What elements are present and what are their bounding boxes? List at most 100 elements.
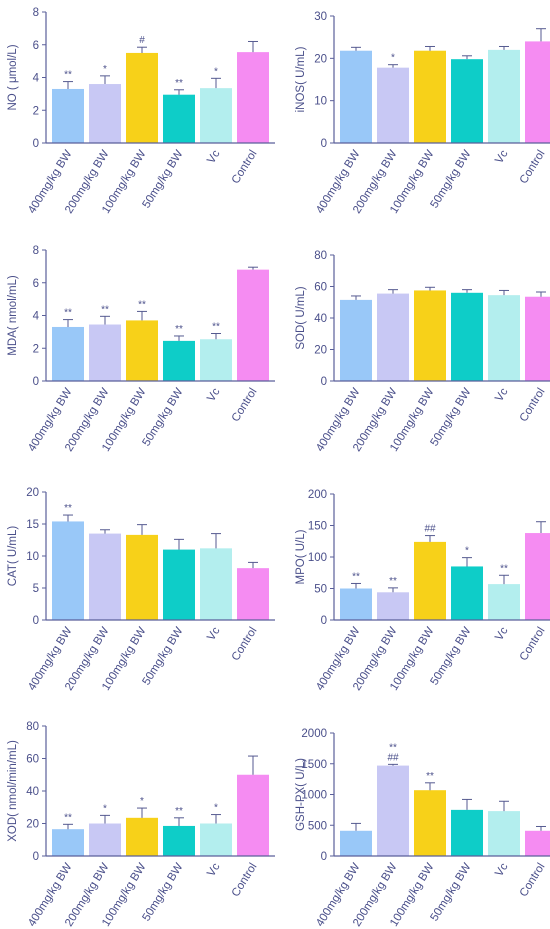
bar: [52, 326, 84, 381]
y-axis-title: XOD( nmol/min/mL): [7, 740, 19, 842]
y-tick-label: 2000: [301, 728, 327, 740]
category-label: 50mg/kg BW: [140, 148, 185, 210]
significance-label: **: [212, 322, 220, 333]
significance-label: **: [389, 742, 397, 753]
bar: [377, 67, 409, 143]
bar: [377, 592, 409, 620]
bar: [451, 292, 483, 381]
y-tick-label: 20: [314, 53, 327, 65]
bar: [237, 774, 269, 856]
y-tick-label: 60: [26, 754, 39, 766]
bar: [200, 88, 232, 143]
y-tick-label: 20: [26, 819, 39, 831]
category-label: Control: [518, 625, 548, 663]
y-tick-label: 0: [33, 376, 39, 388]
y-tick-label: 0: [33, 615, 39, 627]
y-axis-title: MPO( U/L): [295, 529, 307, 584]
bar: [163, 549, 195, 620]
significance-label: **: [64, 812, 72, 823]
y-tick-label: 0: [321, 615, 327, 627]
category-label: Control: [230, 386, 260, 424]
bar: [451, 566, 483, 620]
bar: [237, 568, 269, 620]
bar: [126, 320, 158, 381]
y-tick-label: 15: [26, 519, 39, 531]
significance-label: **: [64, 70, 72, 81]
y-tick-label: 2: [33, 105, 39, 117]
y-tick-label: 80: [314, 250, 327, 262]
y-tick-label: 0: [321, 851, 327, 863]
significance-label: **: [101, 304, 109, 315]
y-tick-label: 0: [33, 851, 39, 863]
category-label: Control: [230, 148, 260, 186]
y-tick-label: 0: [33, 138, 39, 150]
bar: [377, 293, 409, 381]
y-tick-label: 40: [26, 786, 39, 798]
y-axis-title: NO ( μmol/L): [7, 44, 19, 110]
bar: [340, 299, 372, 381]
significance-label: ##: [387, 752, 399, 763]
bar: [237, 52, 269, 143]
significance-label: ##: [424, 524, 436, 535]
chart-panel-3: **400mg/kg BW**200mg/kg BW**100mg/kg BW*…: [7, 245, 275, 454]
bar: [89, 533, 121, 620]
bar: [200, 823, 232, 856]
significance-label: *: [140, 796, 144, 807]
chart-panel-8: 400mg/kg BW**##200mg/kg BW**100mg/kg BW5…: [295, 728, 550, 929]
bar: [525, 830, 550, 856]
bar: [52, 829, 84, 856]
category-label: Control: [230, 861, 260, 899]
category-label: Control: [518, 148, 548, 186]
y-tick-label: 60: [314, 282, 327, 294]
bar: [488, 295, 520, 381]
y-tick-label: 500: [308, 820, 327, 832]
bar: [89, 823, 121, 856]
bar: [414, 541, 446, 620]
bar: [126, 52, 158, 143]
bar: [414, 50, 446, 143]
category-label: 50mg/kg BW: [140, 386, 185, 448]
category-label: Vc: [205, 148, 222, 166]
y-tick-label: 150: [308, 521, 327, 533]
category-label: Vc: [493, 861, 510, 879]
y-axis-title: MDA( nmol/mL): [7, 275, 19, 356]
y-tick-label: 4: [33, 73, 40, 85]
y-tick-label: 10: [314, 96, 327, 108]
y-tick-label: 1500: [301, 759, 327, 771]
category-label: 50mg/kg BW: [428, 861, 473, 923]
significance-label: **: [175, 324, 183, 335]
category-label: 50mg/kg BW: [140, 625, 185, 687]
bar: [126, 817, 158, 856]
category-label: Control: [518, 386, 548, 424]
chart-panel-6: **400mg/kg BW**200mg/kg BW##100mg/kg BW*…: [295, 489, 550, 693]
significance-label: *: [214, 66, 218, 77]
chart-panel-1: **400mg/kg BW*200mg/kg BW#100mg/kg BW**5…: [7, 7, 275, 216]
bar: [200, 339, 232, 381]
significance-label: **: [64, 308, 72, 319]
significance-label: *: [465, 546, 469, 557]
bar: [488, 584, 520, 620]
significance-label: **: [138, 299, 146, 310]
bar: [525, 296, 550, 381]
category-label: Control: [230, 625, 260, 663]
significance-label: **: [500, 563, 508, 574]
y-axis-title: iNOS( U/mL): [295, 46, 307, 112]
bar: [525, 533, 550, 620]
y-tick-label: 10: [26, 551, 39, 563]
category-label: 50mg/kg BW: [428, 625, 473, 687]
bar: [200, 548, 232, 620]
bar: [126, 534, 158, 620]
bar: [340, 50, 372, 143]
significance-label: *: [214, 803, 218, 814]
y-axis-title: SOD( U/mL): [295, 286, 307, 349]
y-tick-label: 5: [33, 583, 39, 595]
bar: [237, 269, 269, 381]
y-tick-label: 4: [33, 311, 40, 323]
y-tick-label: 8: [33, 7, 39, 19]
y-tick-label: 1000: [301, 790, 327, 802]
y-tick-label: 40: [314, 313, 327, 325]
